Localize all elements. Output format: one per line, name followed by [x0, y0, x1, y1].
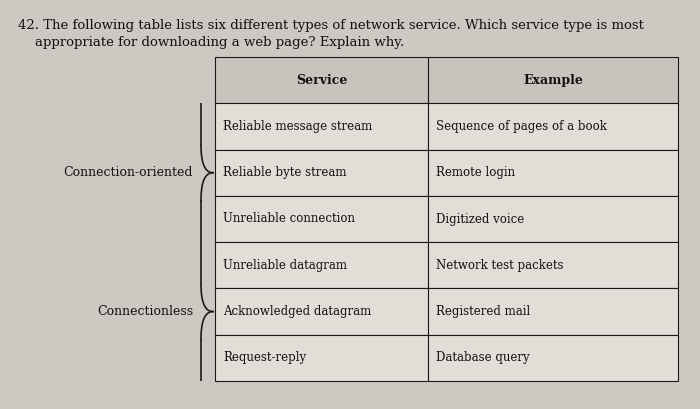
Text: Acknowledged datagram: Acknowledged datagram — [223, 305, 371, 318]
Text: Registered mail: Registered mail — [436, 305, 530, 318]
Text: Network test packets: Network test packets — [436, 259, 564, 272]
Text: 42. The following table lists six different types of network service. Which serv: 42. The following table lists six differ… — [18, 19, 644, 32]
Text: appropriate for downloading a web page? Explain why.: appropriate for downloading a web page? … — [18, 36, 405, 49]
Bar — [428, 103, 678, 150]
Text: Request-reply: Request-reply — [223, 351, 306, 364]
Bar — [428, 57, 678, 103]
Bar — [215, 288, 428, 335]
Bar — [428, 335, 678, 381]
Bar — [428, 150, 678, 196]
Text: Digitized voice: Digitized voice — [436, 213, 524, 225]
Bar — [215, 335, 428, 381]
Text: Reliable message stream: Reliable message stream — [223, 120, 372, 133]
Text: Service: Service — [296, 74, 347, 87]
Bar — [428, 242, 678, 288]
Text: Database query: Database query — [436, 351, 530, 364]
Text: Unreliable datagram: Unreliable datagram — [223, 259, 347, 272]
Bar — [215, 57, 428, 103]
Bar — [215, 242, 428, 288]
Bar — [215, 150, 428, 196]
Text: Sequence of pages of a book: Sequence of pages of a book — [436, 120, 607, 133]
Bar — [215, 103, 428, 150]
Bar — [215, 196, 428, 242]
Text: Connectionless: Connectionless — [97, 305, 193, 318]
Text: Unreliable connection: Unreliable connection — [223, 213, 355, 225]
Text: Remote login: Remote login — [436, 166, 515, 179]
Text: Reliable byte stream: Reliable byte stream — [223, 166, 346, 179]
Text: Connection-oriented: Connection-oriented — [64, 166, 193, 179]
Bar — [428, 196, 678, 242]
Text: Example: Example — [523, 74, 583, 87]
Bar — [428, 288, 678, 335]
